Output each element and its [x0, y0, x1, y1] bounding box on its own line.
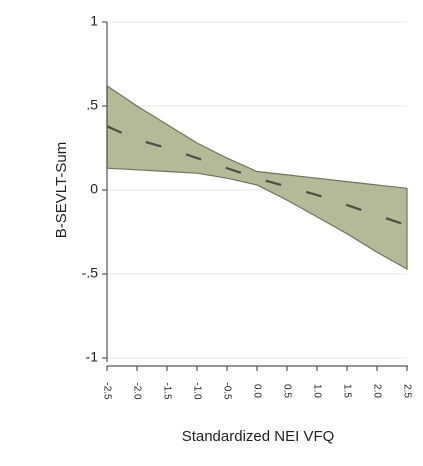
y-tick-label: 1 — [90, 13, 98, 29]
fit-line — [106, 125, 408, 227]
x-tick-label: 0.0 — [251, 384, 262, 398]
confidence-band-layer — [106, 84, 408, 271]
x-tick-labels: -2.5 -2.0 -1.5 -1.0 -0.5 0.0 0.5 1.0 1.5 2.0 2.5 — [101, 382, 412, 400]
axes — [102, 21, 408, 371]
y-tick-label: 0 — [90, 181, 98, 197]
grid-lines — [107, 21, 407, 359]
x-tick-label: -0.5 — [221, 382, 232, 400]
confidence-band — [106, 84, 408, 271]
x-tick-label: 1.0 — [311, 384, 322, 398]
y-tick-label: .5 — [86, 97, 98, 113]
x-tick-label: 2.0 — [371, 384, 382, 398]
x-tick-label: -2.0 — [131, 382, 142, 400]
x-tick-label: -1.5 — [161, 382, 172, 400]
y-tick-labels: -1 -.5 0 .5 1 — [82, 13, 99, 365]
x-tick-label: -1.0 — [191, 382, 202, 400]
x-tick-label: 1.5 — [341, 384, 352, 398]
fit-line-layer — [106, 125, 408, 227]
x-tick-label: 0.5 — [281, 384, 292, 398]
x-tick-label: -2.5 — [101, 382, 112, 400]
y-axis-label: B-SEVLT-Sum — [53, 142, 70, 238]
y-tick-label: -.5 — [82, 265, 99, 281]
x-tick-label: 2.5 — [401, 384, 412, 398]
x-axis-label: Standardized NEI VFQ — [182, 428, 335, 445]
y-tick-label: -1 — [86, 349, 99, 365]
